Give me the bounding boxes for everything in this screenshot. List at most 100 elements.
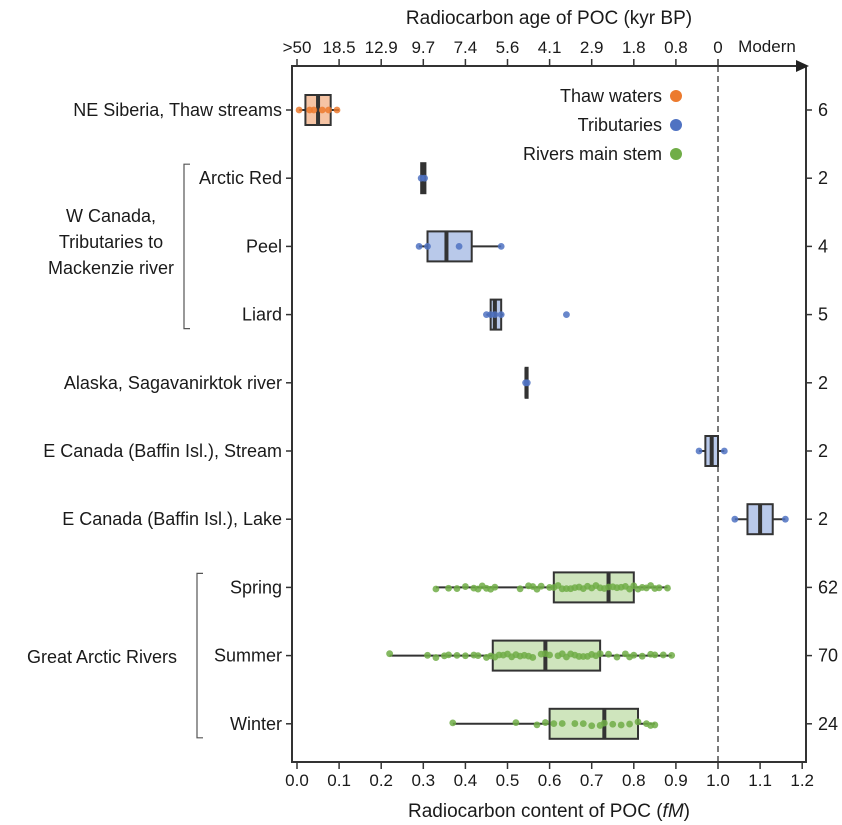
legend-marker (670, 119, 682, 131)
modern-label: Modern (738, 37, 796, 56)
box-row (522, 366, 531, 399)
category-label: Peel (246, 236, 282, 256)
data-point (449, 719, 457, 727)
data-point (462, 652, 469, 660)
data-point (445, 651, 452, 659)
data-point (571, 720, 579, 727)
category-label: Alaska, Sagavanirktok river (64, 373, 282, 393)
top-x-axis: >50 18.5 12.9 9.7 7.4 5.6 4.1 2.9 1.8 0.8 0 (283, 38, 809, 72)
data-point (516, 585, 524, 593)
category-labels: NE Siberia, Thaw streams Arctic Red Peel Li… (27, 100, 292, 739)
x-tick-label: 0.4 (454, 771, 478, 790)
top-tick-label: 4.1 (538, 38, 562, 57)
group-bracket (196, 572, 203, 739)
group-label: W Canada, (66, 206, 156, 226)
group-label: Mackenzie river (48, 258, 174, 278)
modern-arrow-head (796, 60, 809, 72)
data-point (512, 719, 520, 727)
box-row (295, 94, 341, 126)
data-point (720, 447, 728, 455)
x-tick-label: 0.8 (622, 771, 646, 790)
data-point (613, 653, 621, 661)
data-point (563, 311, 570, 318)
data-point (497, 311, 505, 318)
data-point (596, 650, 604, 658)
x-tick-label: 0.5 (496, 771, 520, 790)
category-label: Summer (214, 646, 282, 666)
data-point (523, 379, 531, 387)
data-point (424, 651, 431, 659)
data-point (630, 651, 638, 659)
box-row (415, 230, 505, 263)
data-point (579, 720, 587, 728)
box-row (386, 639, 676, 672)
category-label: Arctic Red (199, 168, 282, 188)
legend: Thaw waters Tributaries Rivers main stem (523, 86, 682, 164)
category-label: NE Siberia, Thaw streams (73, 100, 282, 120)
data-point (432, 654, 440, 661)
box-row (695, 435, 728, 467)
data-point (655, 584, 663, 592)
legend-marker (670, 90, 682, 102)
top-axis-title: Radiocarbon age of POC (kyr BP) (406, 8, 692, 29)
box-row (731, 503, 789, 536)
x-tick-label: 0.7 (580, 771, 604, 790)
data-point (415, 243, 423, 250)
data-point (651, 721, 659, 729)
top-tick-label: 5.6 (496, 38, 520, 57)
data-point (295, 106, 303, 114)
data-point (445, 584, 452, 592)
box-row (449, 707, 659, 740)
category-label: E Canada (Baffin Isl.), Stream (43, 441, 282, 461)
data-point (474, 652, 482, 660)
bottom-x-axis: 0.0 0.1 0.2 0.3 0.4 0.5 0.6 0.7 0.8 0.9 1.0 1.1 1.2 (285, 762, 814, 790)
data-point (310, 106, 318, 114)
top-tick-label: 18.5 (323, 38, 356, 57)
data-point (617, 721, 625, 729)
x-tick-label: 1.2 (790, 771, 814, 790)
data-point (731, 515, 739, 523)
top-tick-label: >50 (283, 38, 312, 57)
data-point (626, 720, 633, 728)
category-label: Spring (230, 577, 282, 597)
data-point (638, 652, 646, 660)
legend-label: Thaw waters (560, 86, 662, 106)
data-point (600, 719, 608, 727)
data-point (529, 654, 537, 661)
x-tick-label: 0.1 (327, 771, 351, 790)
data-point (497, 243, 505, 250)
category-label: Liard (242, 305, 282, 325)
legend-marker (670, 148, 682, 160)
data-point (668, 651, 676, 659)
data-point (318, 106, 326, 114)
data-point (634, 718, 642, 726)
n-label: 2 (818, 509, 828, 529)
box (426, 230, 473, 263)
data-point (605, 650, 612, 658)
data-point (659, 651, 667, 659)
group-label: Great Arctic Rivers (27, 647, 177, 667)
n-label: 4 (818, 236, 828, 256)
data-point (781, 515, 789, 523)
x-tick-label: 0.2 (369, 771, 393, 790)
n-label: 2 (818, 373, 828, 393)
data-point (432, 585, 440, 593)
data-point (664, 584, 671, 592)
top-tick-label: 0.8 (664, 38, 688, 57)
data-point (325, 106, 332, 114)
x-tick-label: 0.6 (538, 771, 562, 790)
data-point (546, 651, 553, 659)
data-point (421, 174, 428, 182)
legend-label: Tributaries (578, 115, 662, 135)
category-label: E Canada (Baffin Isl.), Lake (62, 509, 282, 529)
box-row (432, 571, 671, 604)
x-tick-label: 0.0 (285, 771, 309, 790)
x-tick-label: 1.0 (706, 771, 730, 790)
group-bracket (183, 163, 190, 330)
x-tick-label: 1.1 (748, 771, 772, 790)
n-label: 6 (818, 100, 828, 120)
data-point (588, 722, 596, 730)
n-label: 5 (818, 305, 828, 325)
data-point (386, 650, 394, 658)
